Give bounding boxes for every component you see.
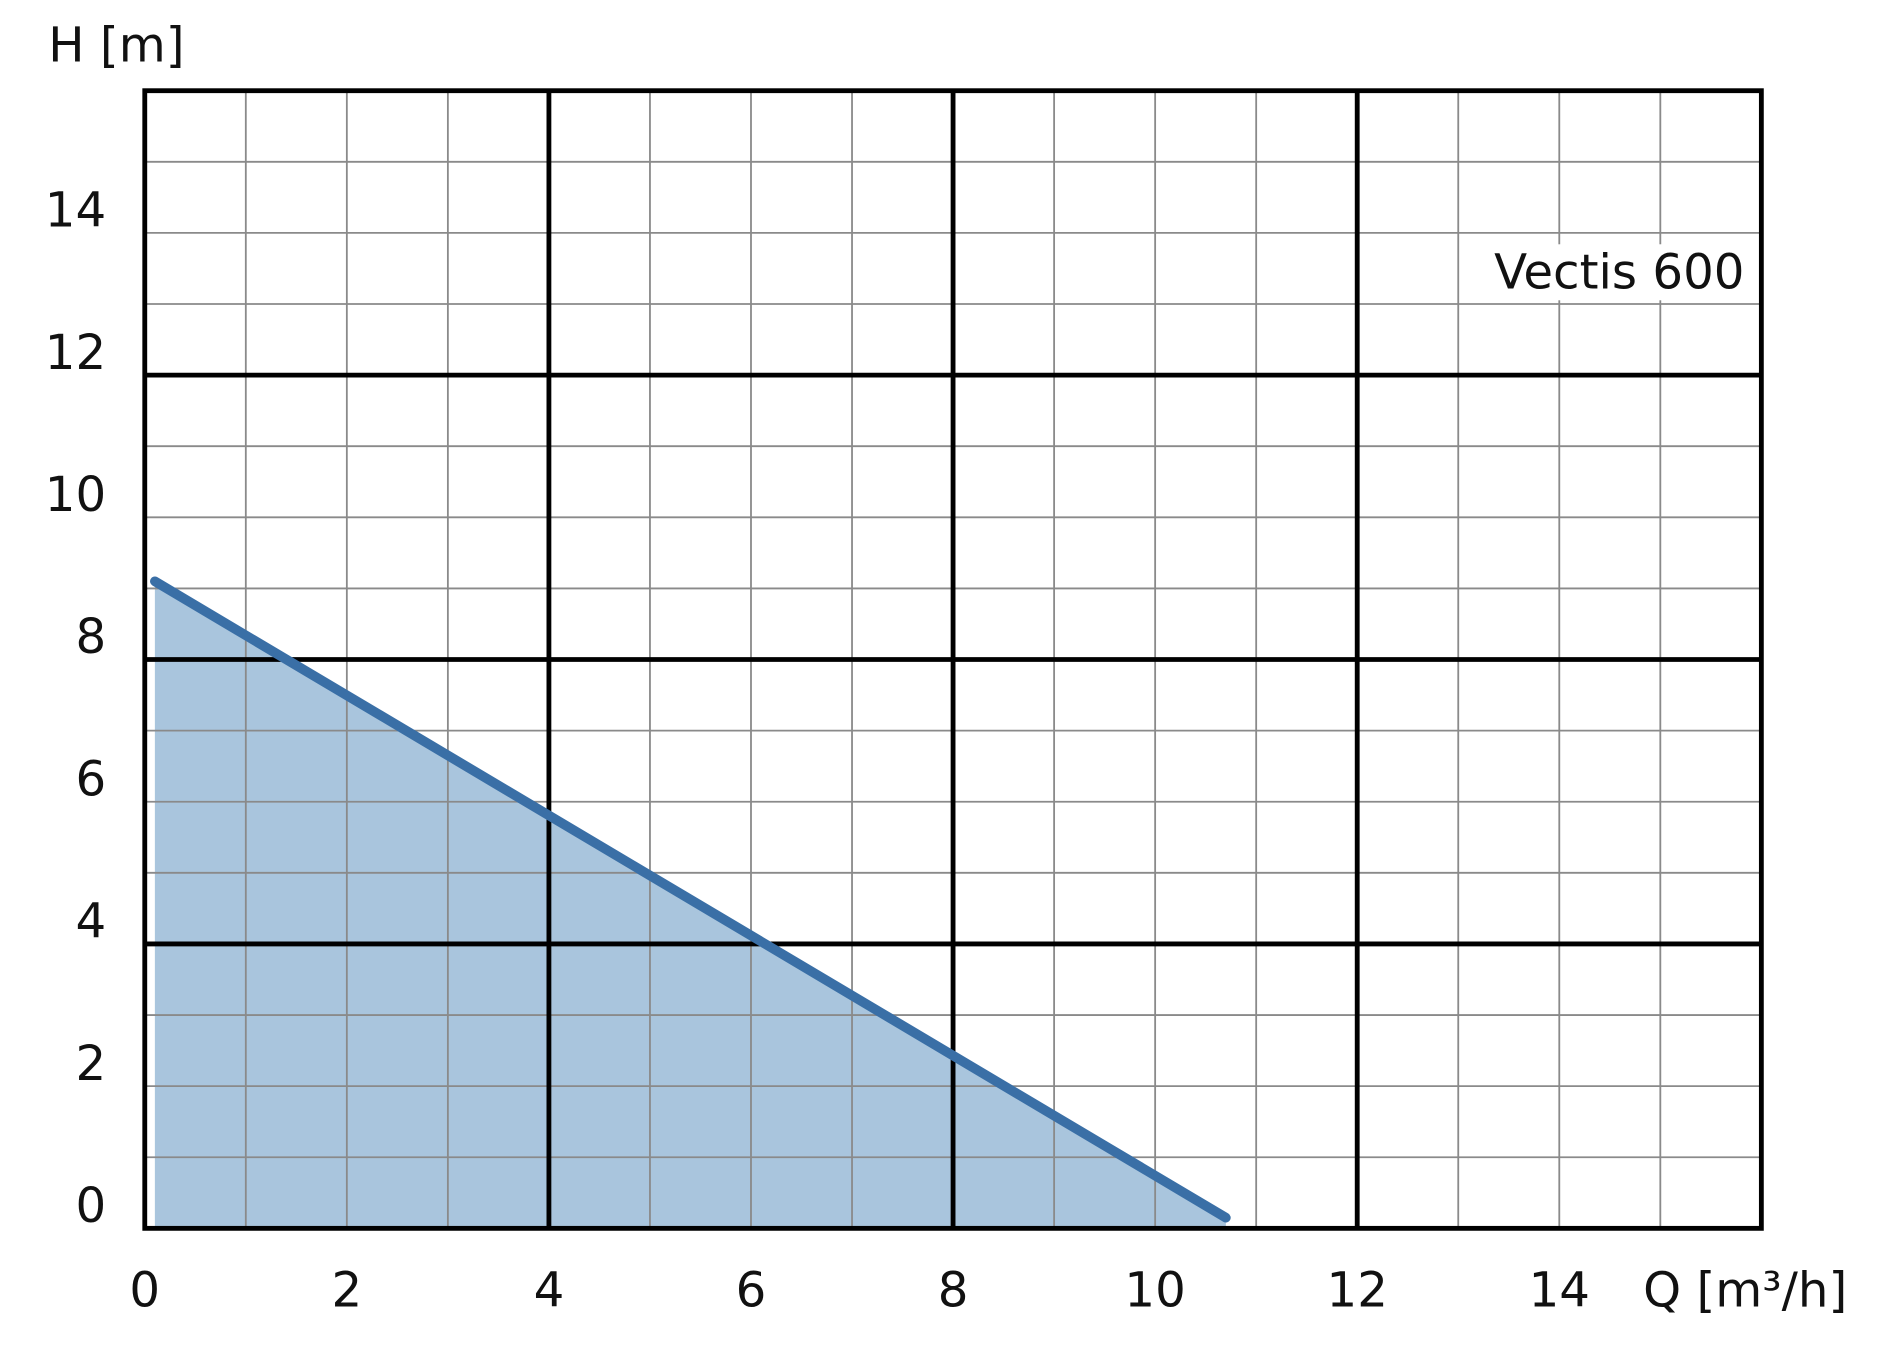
y-tick-label: 10 — [45, 467, 106, 523]
x-tick-label: 6 — [736, 1262, 767, 1318]
x-tick-label: 2 — [331, 1262, 362, 1318]
y-tick-label: 4 — [75, 894, 106, 950]
plot-frame — [142, 88, 1764, 1231]
line — [150, 576, 1231, 1223]
annotation-bg — [1489, 244, 1750, 301]
x-tick-label: 12 — [1327, 1262, 1388, 1318]
y-tick-label: 12 — [45, 325, 106, 381]
x-axis-label: Q [m³/h] — [1643, 1262, 1847, 1318]
y-axis-label: H [m] — [48, 17, 184, 73]
x-tick-label: 4 — [534, 1262, 565, 1318]
y-tick-label: 8 — [75, 609, 106, 665]
y-tick-label: 14 — [45, 183, 106, 239]
y-tick-label: 2 — [75, 1036, 106, 1092]
x-tick-label: 8 — [938, 1262, 969, 1318]
y-tick-label: 0 — [75, 1178, 106, 1234]
annotation: Vectis 600 — [1494, 244, 1744, 300]
y-tick-label: 6 — [75, 751, 106, 807]
x-tick-label: 0 — [129, 1262, 160, 1318]
x-tick-label: 10 — [1124, 1262, 1185, 1318]
x-tick-label: 14 — [1529, 1262, 1590, 1318]
